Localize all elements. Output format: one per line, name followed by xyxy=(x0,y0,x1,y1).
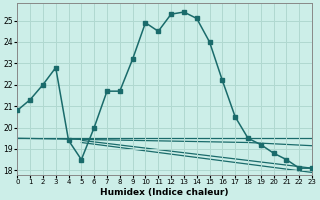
X-axis label: Humidex (Indice chaleur): Humidex (Indice chaleur) xyxy=(100,188,229,197)
